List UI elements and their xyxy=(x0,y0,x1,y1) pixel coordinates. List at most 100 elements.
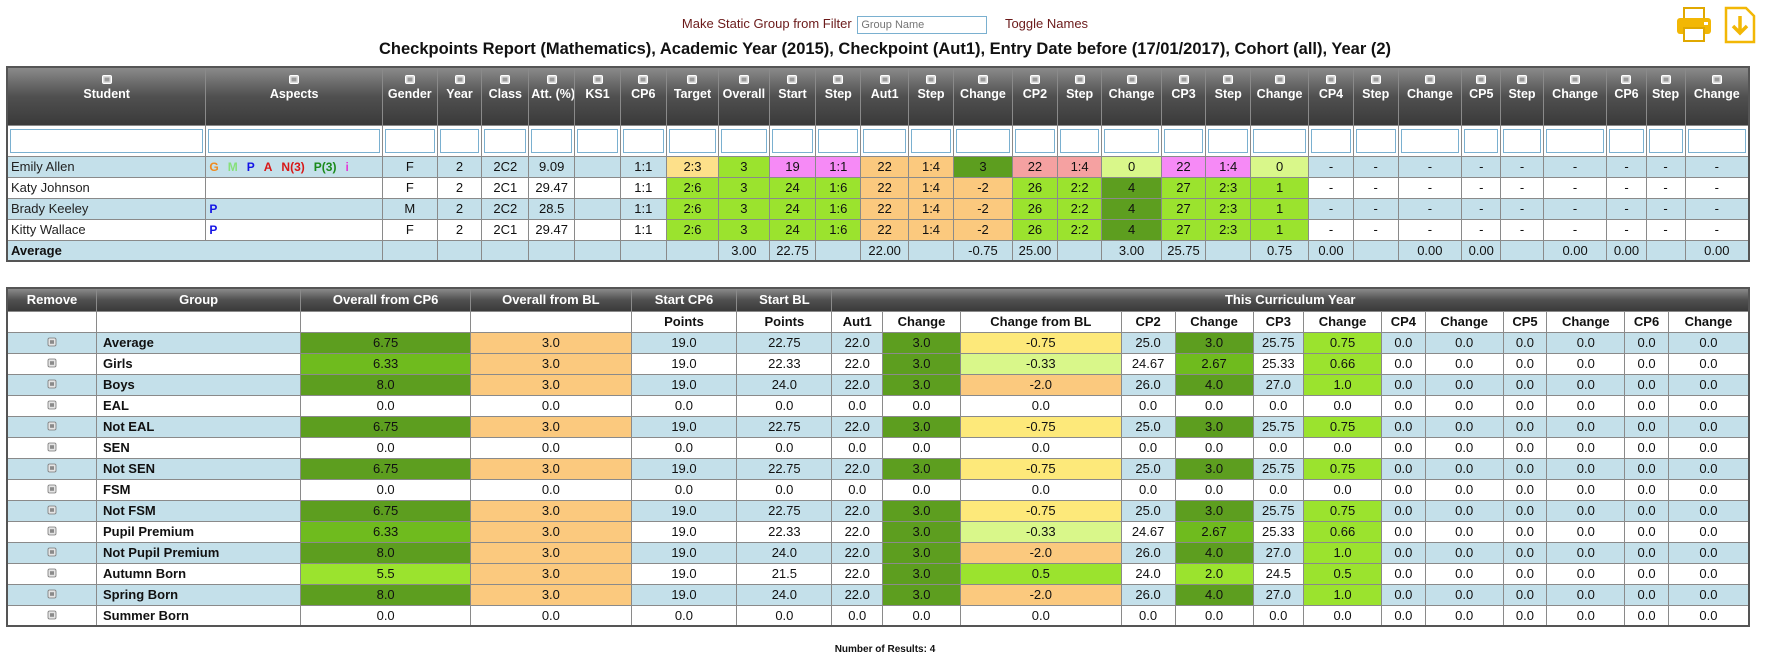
column-toggle-icon[interactable] xyxy=(1274,74,1286,85)
column-toggle-icon[interactable] xyxy=(1178,74,1190,85)
column-header[interactable]: CP5 xyxy=(1462,67,1501,125)
column-filter-input[interactable] xyxy=(1546,129,1605,153)
remove-group-icon[interactable] xyxy=(47,589,57,599)
column-filter-input[interactable] xyxy=(1104,129,1158,153)
remove-group-icon[interactable] xyxy=(47,379,57,389)
remove-group-icon[interactable] xyxy=(47,442,57,452)
column-header[interactable]: Target xyxy=(666,67,719,125)
column-toggle-icon[interactable] xyxy=(925,74,937,85)
remove-group-icon[interactable] xyxy=(47,505,57,515)
column-toggle-icon[interactable] xyxy=(832,74,844,85)
column-filter-input[interactable] xyxy=(772,129,814,153)
column-header[interactable]: Overall xyxy=(719,67,769,125)
column-header[interactable]: CP6 xyxy=(1607,67,1646,125)
column-header[interactable]: KS1 xyxy=(575,67,621,125)
column-filter-input[interactable] xyxy=(623,129,664,153)
column-header[interactable]: Student xyxy=(7,67,206,125)
column-header[interactable]: Change xyxy=(1543,67,1607,125)
column-toggle-icon[interactable] xyxy=(1029,74,1041,85)
remove-group-icon[interactable] xyxy=(47,547,57,557)
column-filter-input[interactable] xyxy=(1253,129,1306,153)
column-filter-input[interactable] xyxy=(1208,129,1248,153)
column-header[interactable]: Step xyxy=(1353,67,1398,125)
column-toggle-icon[interactable] xyxy=(879,74,891,85)
column-filter-input[interactable] xyxy=(1609,129,1643,153)
column-toggle-icon[interactable] xyxy=(454,74,466,85)
column-toggle-icon[interactable] xyxy=(977,74,989,85)
column-filter-input[interactable] xyxy=(1401,129,1460,153)
printer-icon[interactable] xyxy=(1674,6,1714,44)
column-toggle-icon[interactable] xyxy=(1711,74,1723,85)
column-header[interactable]: CP3 xyxy=(1161,67,1206,125)
column-header[interactable]: Step xyxy=(909,67,954,125)
column-toggle-icon[interactable] xyxy=(738,74,750,85)
remove-group-icon[interactable] xyxy=(47,421,57,431)
column-header[interactable]: Step xyxy=(1206,67,1251,125)
column-filter-input[interactable] xyxy=(818,129,858,153)
column-filter-input[interactable] xyxy=(1649,129,1683,153)
column-filter-input[interactable] xyxy=(531,129,572,153)
remove-group-icon[interactable] xyxy=(47,358,57,368)
column-toggle-icon[interactable] xyxy=(1370,74,1382,85)
download-icon[interactable] xyxy=(1720,6,1760,44)
column-toggle-icon[interactable] xyxy=(637,74,649,85)
column-header[interactable]: Change xyxy=(1685,67,1749,125)
group-name-input[interactable] xyxy=(857,16,987,34)
column-toggle-icon[interactable] xyxy=(101,74,113,85)
column-toggle-icon[interactable] xyxy=(1475,74,1487,85)
column-filter-input[interactable] xyxy=(863,129,906,153)
column-toggle-icon[interactable] xyxy=(1516,74,1528,85)
column-filter-input[interactable] xyxy=(956,129,1010,153)
column-filter-input[interactable] xyxy=(208,129,380,153)
column-filter-input[interactable] xyxy=(440,129,480,153)
column-header[interactable]: Aspects xyxy=(206,67,383,125)
column-toggle-icon[interactable] xyxy=(288,74,300,85)
remove-group-icon[interactable] xyxy=(47,568,57,578)
column-filter-input[interactable] xyxy=(721,129,766,153)
column-header[interactable]: Gender xyxy=(382,67,437,125)
column-header[interactable]: Change xyxy=(1398,67,1462,125)
column-filter-input[interactable] xyxy=(1464,129,1498,153)
column-header[interactable]: Change xyxy=(1102,67,1161,125)
column-header[interactable]: Change xyxy=(953,67,1012,125)
column-filter-input[interactable] xyxy=(577,129,618,153)
column-toggle-icon[interactable] xyxy=(1325,74,1337,85)
column-header[interactable]: Aut1 xyxy=(861,67,909,125)
column-filter-input[interactable] xyxy=(1164,129,1204,153)
column-header[interactable]: Step xyxy=(816,67,861,125)
column-header[interactable]: CP6 xyxy=(620,67,666,125)
column-filter-input[interactable] xyxy=(1688,129,1746,153)
column-header[interactable]: Att. (%) xyxy=(529,67,575,125)
column-header[interactable]: Step xyxy=(1646,67,1685,125)
remove-group-icon[interactable] xyxy=(47,484,57,494)
column-toggle-icon[interactable] xyxy=(786,74,798,85)
column-filter-input[interactable] xyxy=(484,129,526,153)
column-header[interactable]: CP4 xyxy=(1309,67,1354,125)
column-toggle-icon[interactable] xyxy=(1660,74,1672,85)
column-filter-input[interactable] xyxy=(10,129,203,153)
remove-group-icon[interactable] xyxy=(47,526,57,536)
student-name[interactable]: Katy Johnson xyxy=(7,177,206,198)
column-filter-input[interactable] xyxy=(1311,129,1351,153)
remove-group-icon[interactable] xyxy=(47,463,57,473)
student-name[interactable]: Emily Allen xyxy=(7,156,206,177)
remove-group-icon[interactable] xyxy=(47,400,57,410)
remove-group-icon[interactable] xyxy=(47,337,57,347)
column-header[interactable]: Change xyxy=(1251,67,1309,125)
column-toggle-icon[interactable] xyxy=(1222,74,1234,85)
remove-group-icon[interactable] xyxy=(47,610,57,620)
column-toggle-icon[interactable] xyxy=(686,74,698,85)
toggle-names-link[interactable]: Toggle Names xyxy=(1005,16,1088,31)
column-toggle-icon[interactable] xyxy=(1424,74,1436,85)
column-header[interactable]: Year xyxy=(437,67,482,125)
column-filter-input[interactable] xyxy=(1503,129,1540,153)
column-filter-input[interactable] xyxy=(1356,129,1396,153)
column-toggle-icon[interactable] xyxy=(546,74,558,85)
column-toggle-icon[interactable] xyxy=(499,74,511,85)
column-header[interactable]: Start xyxy=(769,67,816,125)
column-filter-input[interactable] xyxy=(911,129,951,153)
column-filter-input[interactable] xyxy=(385,129,435,153)
student-name[interactable]: Kitty Wallace xyxy=(7,219,206,240)
column-header[interactable]: CP2 xyxy=(1013,67,1058,125)
column-header[interactable]: Step xyxy=(1057,67,1102,125)
